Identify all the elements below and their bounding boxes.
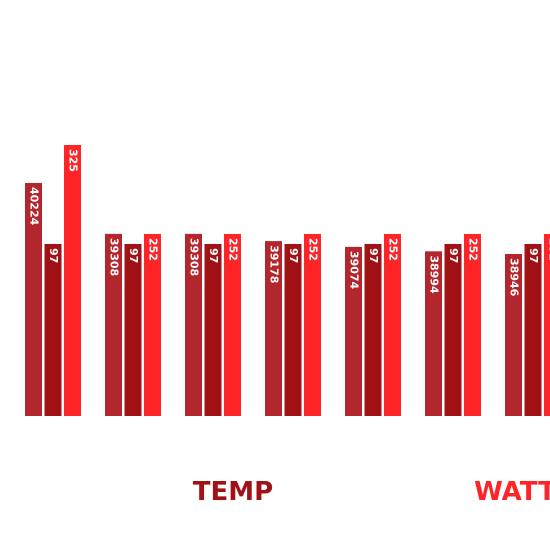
bar (345, 246, 362, 416)
value-label: 252 (547, 238, 550, 261)
value-label: 39074 (348, 251, 361, 290)
value-label: 97 (367, 248, 380, 263)
bar (124, 244, 142, 416)
value-label: 38946 (508, 258, 521, 297)
bar (224, 234, 241, 416)
value-label: 38994 (428, 255, 441, 294)
bar (304, 234, 321, 416)
bar (204, 244, 222, 416)
bar (144, 234, 161, 416)
bar (44, 244, 62, 416)
bar (364, 244, 382, 416)
value-label: 97 (127, 248, 140, 263)
value-label: 39308 (188, 238, 201, 276)
bar (265, 241, 282, 416)
bar (524, 244, 542, 416)
value-label: 97 (287, 248, 300, 263)
value-label: 325 (67, 149, 80, 172)
legend-entry: TEMP (193, 477, 273, 507)
value-label: 252 (147, 238, 160, 261)
value-label: 252 (227, 238, 240, 261)
bar (25, 183, 42, 416)
value-label: 97 (207, 248, 220, 263)
bar (384, 234, 401, 416)
value-label: 252 (387, 238, 400, 261)
value-label: 97 (47, 248, 60, 263)
value-label: 97 (527, 248, 540, 263)
bar (185, 233, 202, 416)
value-label: 252 (467, 238, 480, 261)
bar (105, 233, 122, 416)
legend-entry: WATT (474, 477, 550, 507)
value-label: 97 (447, 248, 460, 263)
bar (505, 254, 522, 416)
value-label: 252 (307, 238, 320, 261)
value-label: 39308 (108, 238, 121, 276)
bar (425, 251, 442, 416)
bar (64, 145, 81, 416)
value-label: 39178 (268, 245, 281, 283)
bar (444, 244, 462, 416)
value-label: 40224 (28, 187, 41, 226)
bar (284, 244, 302, 416)
bar (464, 234, 481, 416)
bar (544, 234, 550, 416)
